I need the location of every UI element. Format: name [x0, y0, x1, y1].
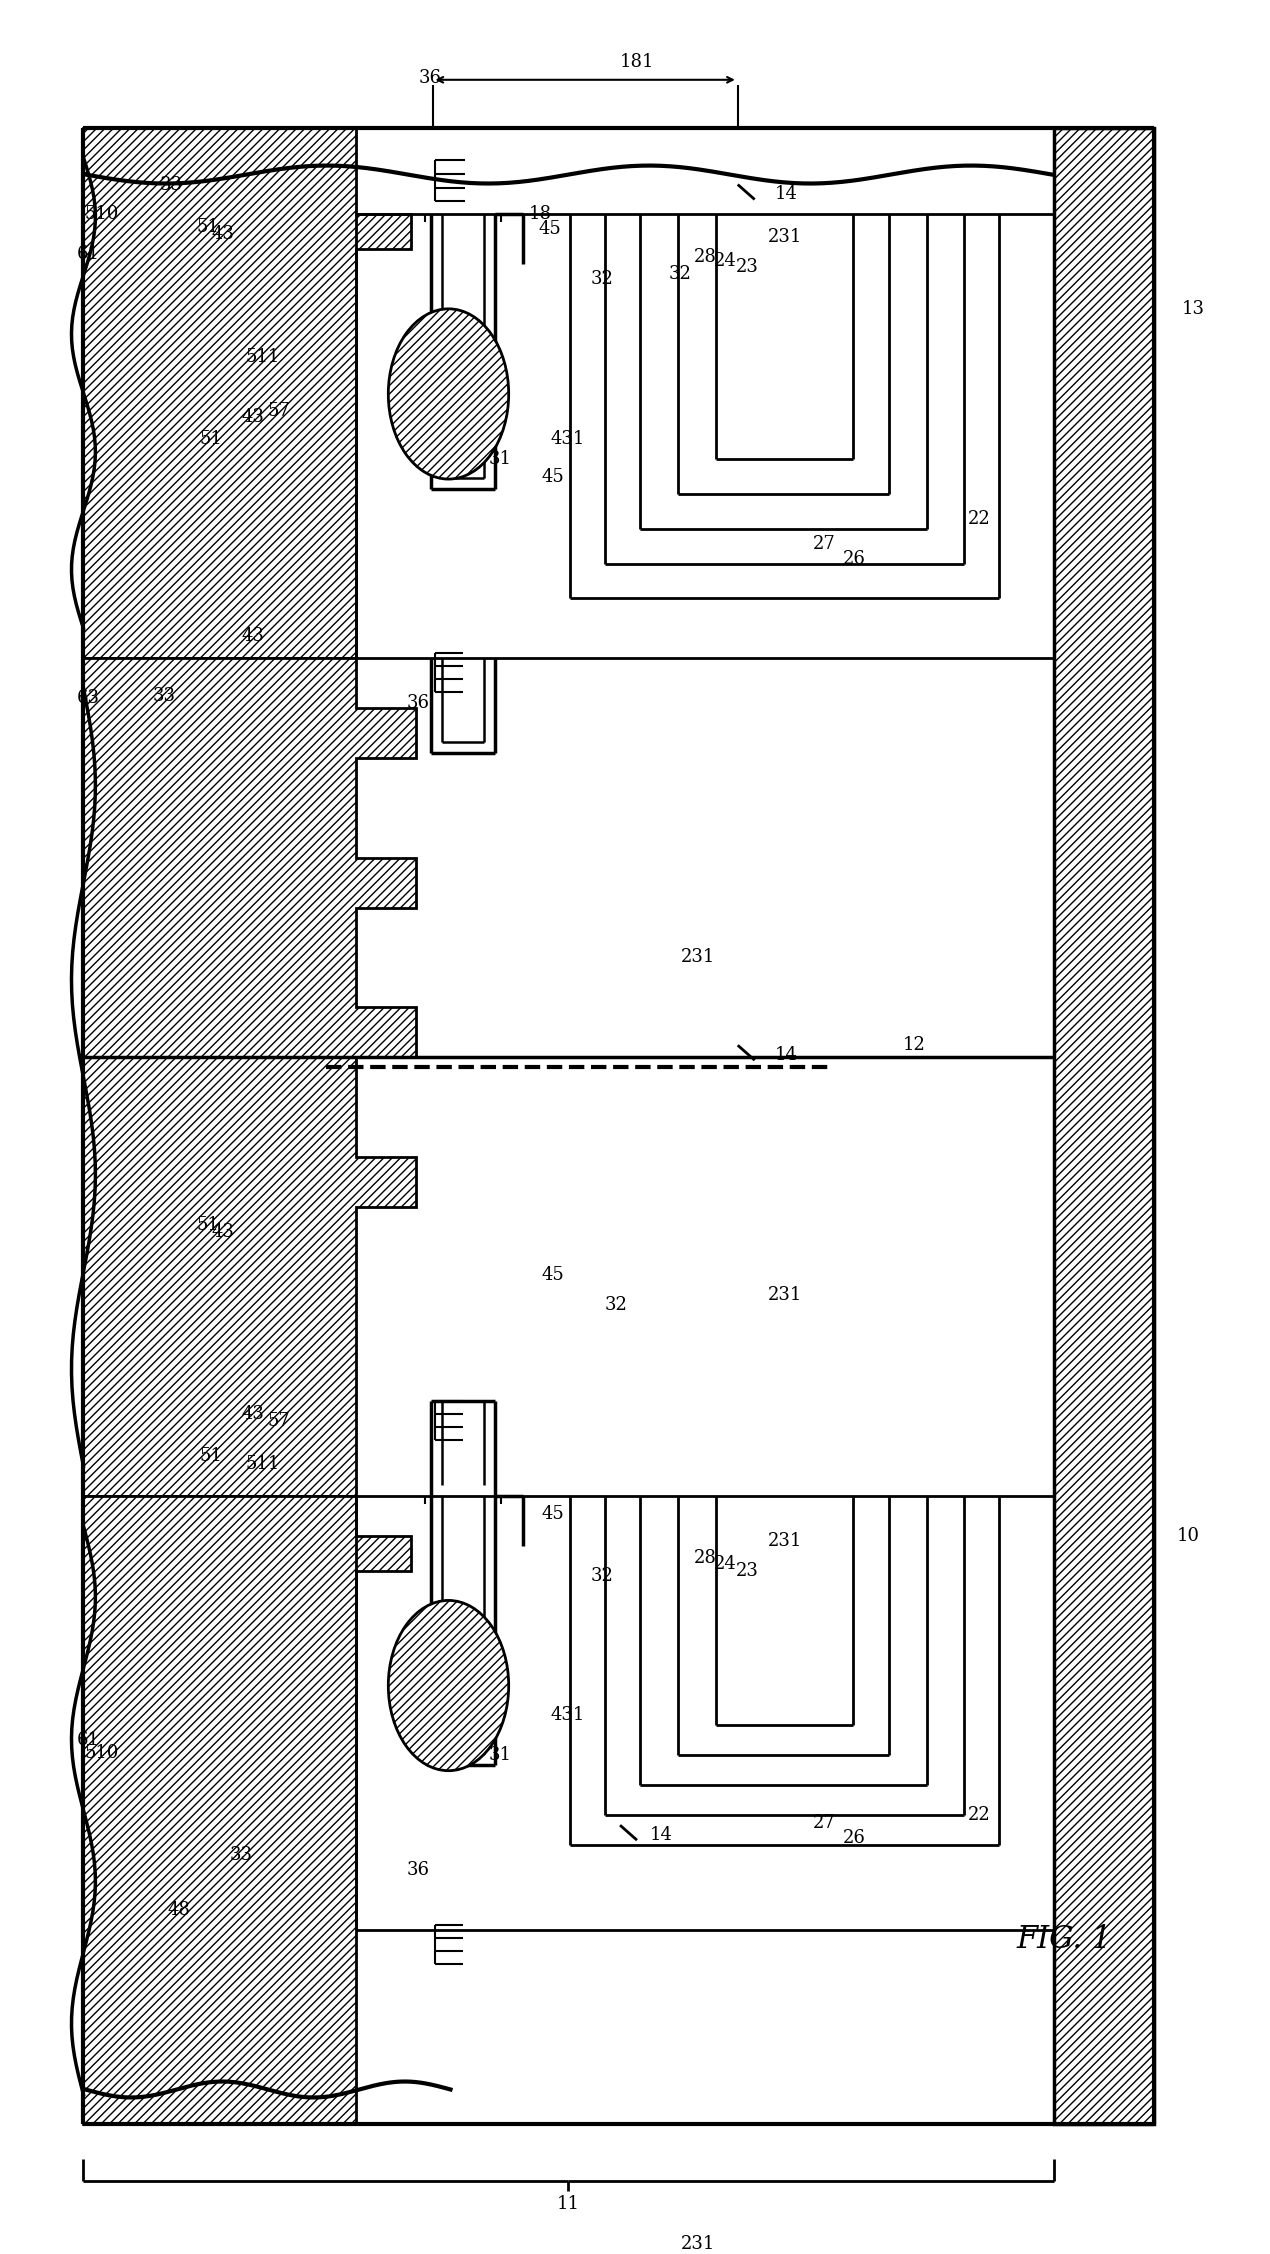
- Text: 22: 22: [968, 1805, 991, 1823]
- Text: 45: 45: [538, 221, 561, 239]
- Text: 57: 57: [268, 1413, 291, 1431]
- Text: 31: 31: [489, 451, 512, 469]
- Ellipse shape: [389, 1600, 508, 1769]
- Text: 36: 36: [408, 694, 431, 712]
- Text: 431: 431: [551, 431, 585, 449]
- Text: 14: 14: [775, 185, 798, 203]
- Text: 13: 13: [1182, 300, 1205, 318]
- Polygon shape: [1054, 128, 1153, 2126]
- Text: 43: 43: [212, 225, 235, 243]
- Text: 231: 231: [681, 949, 715, 967]
- Text: 22: 22: [968, 509, 991, 527]
- Text: 43: 43: [241, 1404, 264, 1422]
- Text: 511: 511: [246, 347, 281, 365]
- Ellipse shape: [389, 1600, 508, 1769]
- Text: 231: 231: [767, 1285, 801, 1303]
- Text: 51: 51: [197, 1215, 220, 1233]
- Text: 18: 18: [528, 205, 551, 223]
- Text: 45: 45: [542, 1267, 565, 1283]
- Text: 26: 26: [843, 1830, 866, 1848]
- Text: 51: 51: [199, 431, 222, 449]
- Text: 14: 14: [650, 1826, 673, 1844]
- Polygon shape: [84, 658, 415, 1497]
- Text: 57: 57: [268, 401, 291, 419]
- Text: 510: 510: [84, 1745, 118, 1763]
- Text: 24: 24: [714, 252, 737, 270]
- Text: 36: 36: [408, 1862, 431, 1880]
- Text: 43: 43: [241, 627, 264, 645]
- Text: 32: 32: [591, 1567, 613, 1585]
- Text: 26: 26: [843, 550, 866, 568]
- Text: 43: 43: [241, 408, 264, 426]
- Polygon shape: [84, 128, 410, 658]
- Text: 28: 28: [693, 248, 716, 266]
- Text: 48: 48: [168, 1900, 190, 1918]
- Text: 63: 63: [77, 690, 100, 708]
- Text: 61: 61: [77, 1731, 100, 1749]
- Text: 510: 510: [84, 205, 118, 223]
- Text: 51: 51: [199, 1447, 222, 1465]
- Text: 31: 31: [489, 1747, 512, 1765]
- Text: 23: 23: [737, 259, 759, 277]
- Text: 11: 11: [556, 2195, 579, 2213]
- Text: 431: 431: [551, 1706, 585, 1724]
- Text: 36: 36: [419, 70, 442, 88]
- Text: 12: 12: [903, 1037, 926, 1055]
- Text: 45: 45: [542, 469, 565, 487]
- Text: 181: 181: [620, 52, 654, 70]
- Text: 231: 231: [767, 228, 801, 246]
- Text: 23: 23: [737, 1562, 759, 1580]
- Text: 27: 27: [813, 534, 836, 552]
- Text: 45: 45: [542, 1506, 565, 1524]
- Text: 28: 28: [693, 1548, 716, 1567]
- Text: 231: 231: [767, 1533, 801, 1551]
- Polygon shape: [84, 1497, 410, 2126]
- Ellipse shape: [389, 309, 508, 478]
- Text: 27: 27: [813, 1814, 836, 1833]
- Text: 32: 32: [605, 1296, 627, 1314]
- Text: 33: 33: [152, 687, 175, 706]
- Text: 24: 24: [714, 1555, 737, 1573]
- Text: 33: 33: [230, 1846, 253, 1864]
- Text: 32: 32: [668, 266, 691, 284]
- Text: 61: 61: [77, 246, 100, 264]
- Text: 511: 511: [246, 1456, 281, 1474]
- Ellipse shape: [389, 309, 508, 478]
- Text: 14: 14: [775, 1046, 798, 1064]
- Text: FIG. 1: FIG. 1: [1016, 1925, 1111, 1956]
- Text: 33: 33: [160, 176, 183, 194]
- Text: 43: 43: [212, 1222, 235, 1240]
- Text: 51: 51: [197, 219, 220, 237]
- Text: 10: 10: [1177, 1526, 1200, 1544]
- Text: 32: 32: [591, 270, 613, 289]
- Text: 231: 231: [681, 2236, 715, 2254]
